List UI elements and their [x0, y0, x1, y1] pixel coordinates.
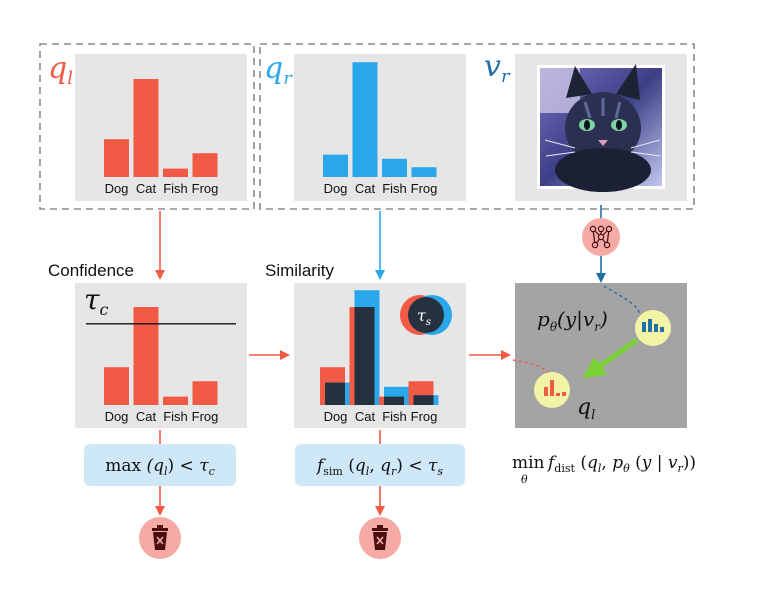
dotted-link-ql — [512, 359, 551, 377]
ql-panel — [75, 54, 247, 201]
qr-panel — [294, 54, 466, 201]
objective-formula: min θ fdist (ql, pθ (y | vr)) — [512, 453, 696, 486]
qr-label: qr — [264, 51, 293, 89]
bar-frog — [192, 381, 218, 405]
qr-vr-group-frame — [259, 43, 695, 210]
tick-label-cat: Cat — [136, 181, 157, 196]
ql-label: ql — [48, 51, 73, 89]
tau-s-badge: τs — [400, 295, 452, 335]
tick-label-fish: Fish — [163, 181, 188, 196]
bar-overlap-frog — [413, 395, 434, 405]
bar-overlap-dog — [325, 382, 345, 405]
similarity-heading: Similarity — [265, 261, 334, 280]
confidence-formula: max (ql) < τc — [105, 456, 215, 478]
bar-overlap-cat — [354, 307, 375, 405]
neural-network-icon — [582, 218, 620, 256]
tick-label-cat: Cat — [136, 409, 157, 424]
p-theta-label: pθ(y|vr) — [537, 307, 608, 334]
bar-charts: Dog Cat Fish Frog Dog Cat Fish Frog Dog Cat Fish Fr… — [86, 62, 439, 424]
tick-label-frog: Frog — [192, 181, 219, 196]
tick-label-frog: Frog — [411, 181, 438, 196]
tick-label-dog: Dog — [324, 409, 348, 424]
tau-c-label: τc — [84, 283, 109, 319]
ql-group-frame — [39, 43, 255, 210]
bar-dog — [104, 367, 129, 405]
bar-fish — [163, 396, 188, 405]
confidence-panel — [75, 283, 247, 428]
similarity-formula: fsim (ql, qr) < τs — [315, 456, 443, 478]
pr-node — [635, 310, 671, 346]
svg-text:min: min — [512, 453, 545, 473]
distill-panel — [515, 283, 687, 428]
bar-frog — [411, 167, 437, 177]
confidence-heading: Confidence — [48, 261, 134, 280]
confidence-formula-box — [84, 444, 236, 486]
bar-fish — [382, 158, 407, 177]
svg-text:θ: θ — [521, 473, 528, 486]
tick-label-dog: Dog — [324, 181, 348, 196]
cat-image — [537, 64, 665, 192]
bar-cat — [352, 62, 378, 178]
svg-text:fdist (ql, pθ (y | vr)): fdist (ql, pθ (y | vr)) — [546, 453, 696, 475]
tick-label-cat: Cat — [355, 181, 376, 196]
bar-frog — [192, 153, 218, 177]
bar-dog — [323, 154, 348, 177]
tau-s-label: τs — [417, 306, 431, 328]
tick-label-dog: Dog — [105, 181, 129, 196]
tick-label-frog: Frog — [192, 409, 219, 424]
similarity-formula-box — [295, 444, 465, 486]
bar-cat — [133, 307, 159, 405]
dotted-link-pr — [603, 285, 641, 317]
bar-cat — [133, 79, 159, 177]
ql-node — [534, 372, 570, 408]
bar-fish — [163, 168, 188, 177]
discard-trash-icon-confidence — [139, 517, 181, 559]
tick-label-cat: Cat — [355, 409, 376, 424]
bar-dog — [104, 139, 129, 177]
tick-label-fish: Fish — [382, 409, 407, 424]
tick-label-fish: Fish — [163, 409, 188, 424]
bar-overlap-fish — [384, 396, 404, 405]
ql-node-label: ql — [577, 395, 595, 423]
vr-label: vr — [484, 49, 511, 87]
tick-label-frog: Frog — [411, 409, 438, 424]
discard-trash-icon-similarity — [359, 517, 401, 559]
tick-label-dog: Dog — [105, 409, 129, 424]
tick-label-fish: Fish — [382, 181, 407, 196]
green-distill-arrow — [582, 337, 639, 379]
